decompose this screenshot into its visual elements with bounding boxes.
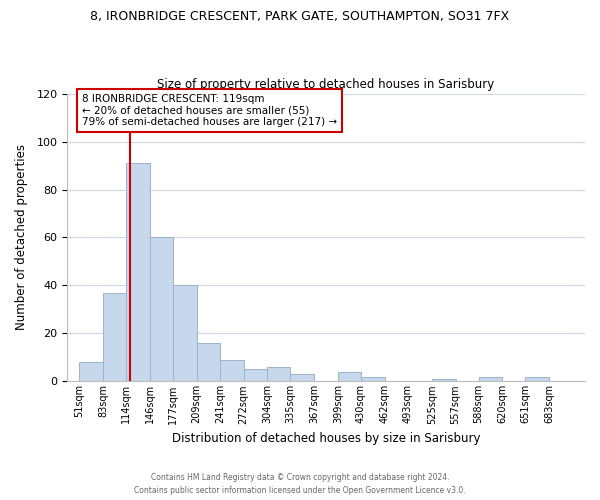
Text: 8, IRONBRIDGE CRESCENT, PARK GATE, SOUTHAMPTON, SO31 7FX: 8, IRONBRIDGE CRESCENT, PARK GATE, SOUTH…	[91, 10, 509, 23]
Bar	[526, 376, 549, 382]
Bar	[220, 360, 244, 382]
X-axis label: Distribution of detached houses by size in Sarisbury: Distribution of detached houses by size …	[172, 432, 481, 445]
Bar	[103, 292, 126, 382]
Bar	[79, 362, 103, 382]
Bar	[479, 376, 502, 382]
Bar	[244, 370, 268, 382]
Bar	[197, 343, 220, 382]
Bar	[150, 238, 173, 382]
Bar	[432, 379, 455, 382]
Bar	[338, 372, 361, 382]
Bar	[290, 374, 314, 382]
Text: 8 IRONBRIDGE CRESCENT: 119sqm
← 20% of detached houses are smaller (55)
79% of s: 8 IRONBRIDGE CRESCENT: 119sqm ← 20% of d…	[82, 94, 337, 127]
Y-axis label: Number of detached properties: Number of detached properties	[15, 144, 28, 330]
Bar	[268, 367, 290, 382]
Bar	[361, 376, 385, 382]
Text: Contains HM Land Registry data © Crown copyright and database right 2024.
Contai: Contains HM Land Registry data © Crown c…	[134, 474, 466, 495]
Bar	[126, 163, 150, 382]
Title: Size of property relative to detached houses in Sarisbury: Size of property relative to detached ho…	[157, 78, 495, 91]
Bar	[173, 286, 197, 382]
